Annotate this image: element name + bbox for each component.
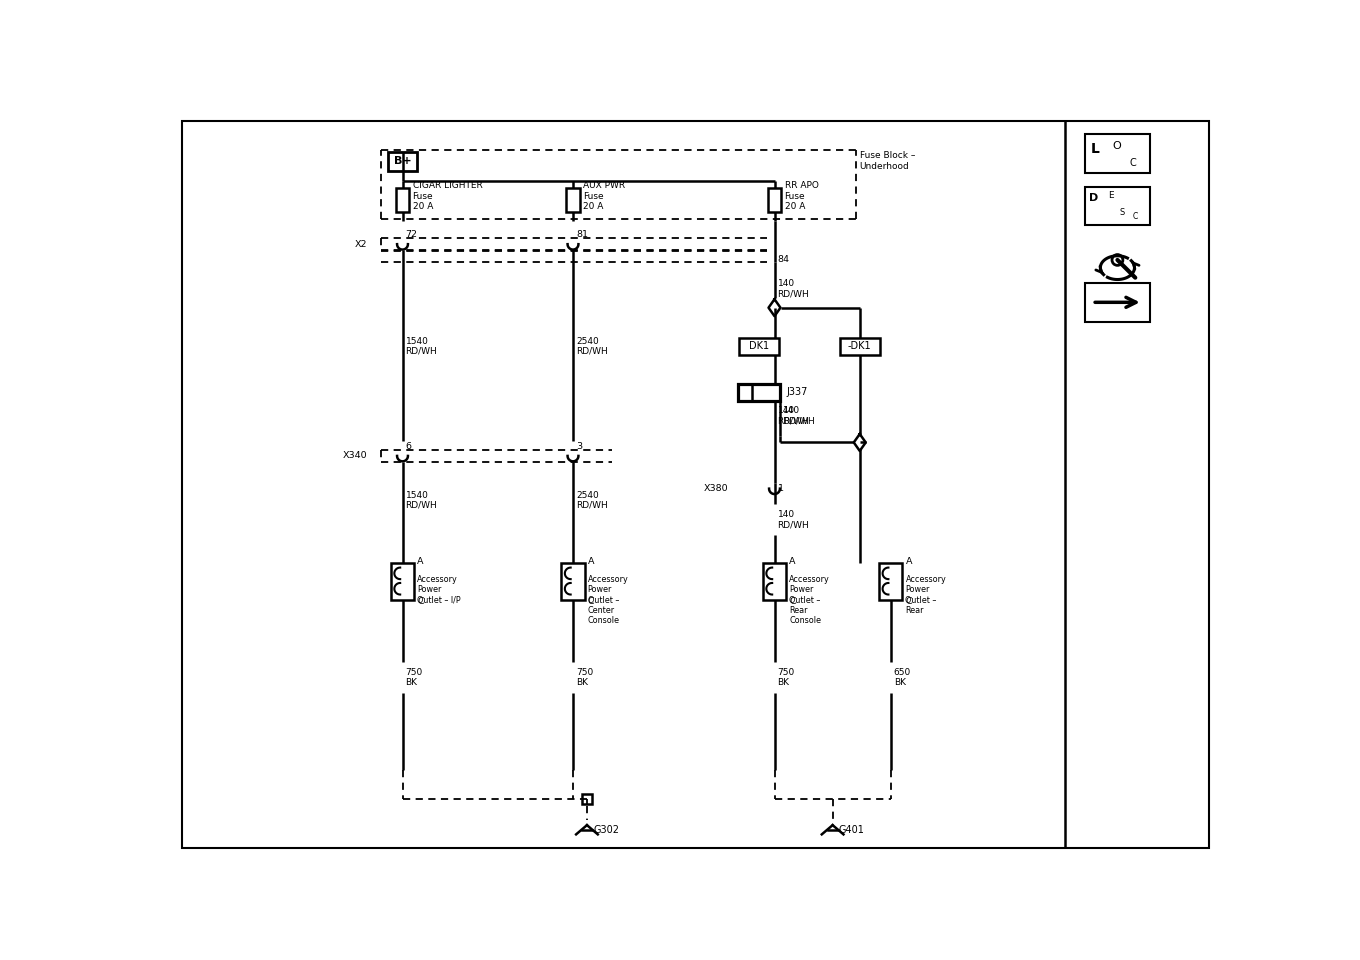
- Text: AUX PWR
Fuse
20 A: AUX PWR Fuse 20 A: [583, 181, 626, 211]
- Text: E: E: [1108, 191, 1114, 201]
- Text: -DK1: -DK1: [847, 341, 872, 351]
- Bar: [763, 563, 786, 600]
- Text: CIGAR LIGHTER
Fuse
20 A: CIGAR LIGHTER Fuse 20 A: [412, 181, 483, 211]
- Text: C: C: [906, 596, 913, 606]
- Text: C: C: [1129, 158, 1136, 168]
- Text: C: C: [418, 596, 424, 606]
- Bar: [390, 563, 415, 600]
- Text: 140
RD/WH: 140 RD/WH: [783, 406, 815, 425]
- Bar: [1084, 134, 1151, 173]
- Text: G401: G401: [839, 825, 865, 835]
- Text: 750
BK: 750 BK: [577, 667, 593, 687]
- Text: X340: X340: [343, 451, 367, 461]
- Text: A: A: [906, 557, 913, 565]
- Bar: [767, 187, 782, 212]
- Text: 140
RD/WH: 140 RD/WH: [778, 406, 809, 425]
- Text: 140
RD/WH: 140 RD/WH: [778, 278, 809, 299]
- Text: X2: X2: [355, 240, 367, 249]
- Text: A: A: [418, 557, 424, 565]
- Bar: [388, 152, 418, 171]
- Text: 140
RD/WH: 140 RD/WH: [778, 510, 809, 529]
- Text: RR APO
Fuse
20 A: RR APO Fuse 20 A: [785, 181, 819, 211]
- Bar: [738, 338, 779, 354]
- Text: 1540
RD/WH: 1540 RD/WH: [405, 491, 438, 510]
- Text: 3: 3: [577, 442, 582, 451]
- Text: 2540
RD/WH: 2540 RD/WH: [577, 337, 608, 356]
- Text: 750
BK: 750 BK: [405, 667, 423, 687]
- Text: A: A: [789, 557, 796, 565]
- Bar: [1084, 283, 1151, 322]
- Text: Accessory
Power
Outlet – I/P: Accessory Power Outlet – I/P: [418, 575, 461, 605]
- Text: C: C: [588, 596, 594, 606]
- Text: 650
BK: 650 BK: [894, 667, 911, 687]
- Text: D: D: [1089, 193, 1099, 203]
- Bar: [839, 338, 880, 354]
- Text: 750
BK: 750 BK: [778, 667, 794, 687]
- Text: 72: 72: [405, 230, 418, 239]
- Text: S: S: [1119, 208, 1125, 217]
- Text: Accessory
Power
Outlet –
Rear: Accessory Power Outlet – Rear: [906, 575, 947, 615]
- Text: G302: G302: [593, 825, 619, 835]
- Bar: [737, 384, 781, 401]
- Text: Fuse Block –
Underhood: Fuse Block – Underhood: [860, 152, 915, 171]
- Bar: [396, 187, 409, 212]
- Bar: [879, 563, 903, 600]
- Text: 84: 84: [778, 255, 790, 264]
- Text: Accessory
Power
Outlet –
Rear
Console: Accessory Power Outlet – Rear Console: [789, 575, 830, 626]
- Bar: [1084, 187, 1151, 226]
- Bar: [562, 563, 585, 600]
- Text: 1: 1: [778, 484, 783, 493]
- Text: C: C: [789, 596, 796, 606]
- Bar: [582, 794, 593, 804]
- Text: J337: J337: [786, 388, 808, 397]
- Text: 2540
RD/WH: 2540 RD/WH: [577, 491, 608, 510]
- Text: O: O: [1112, 140, 1121, 151]
- Text: 1540
RD/WH: 1540 RD/WH: [405, 337, 438, 356]
- Bar: [566, 187, 579, 212]
- Text: B+: B+: [393, 156, 411, 166]
- Text: Accessory
Power
Outlet –
Center
Console: Accessory Power Outlet – Center Console: [588, 575, 628, 626]
- Text: 6: 6: [405, 442, 412, 451]
- Text: C: C: [1133, 212, 1138, 221]
- Text: 81: 81: [577, 230, 588, 239]
- Text: L: L: [1091, 142, 1100, 156]
- Text: X380: X380: [703, 484, 728, 493]
- Text: DK1: DK1: [749, 341, 768, 351]
- Text: A: A: [588, 557, 594, 565]
